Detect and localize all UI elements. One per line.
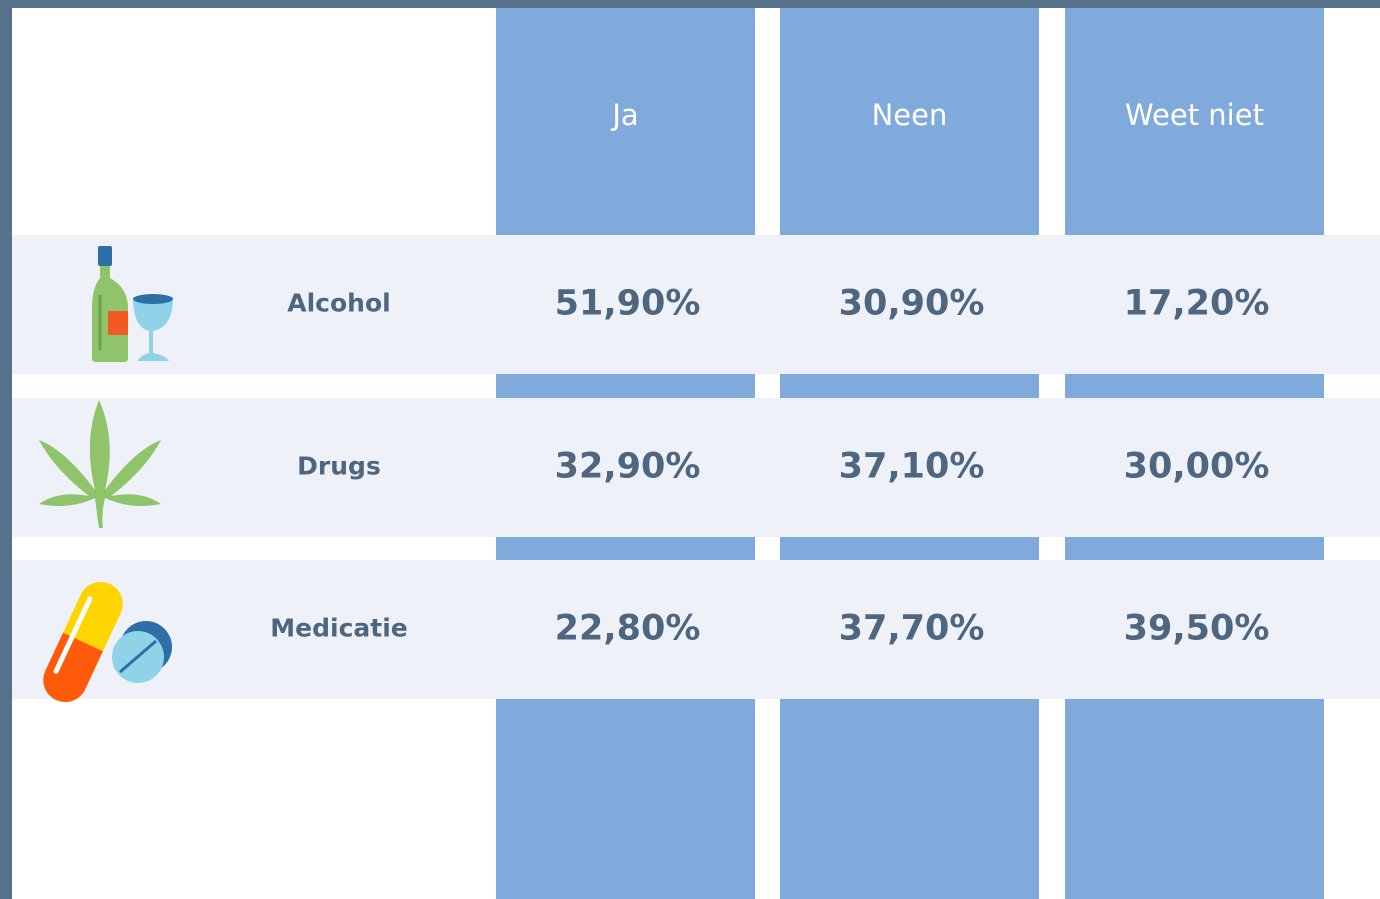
row-band: [12, 560, 1380, 699]
cell-value: 51,90%: [555, 284, 701, 324]
cell-value: 22,80%: [555, 609, 701, 649]
cell-value: 32,90%: [555, 447, 701, 487]
cell-value: 39,50%: [1124, 609, 1270, 649]
row-band: [12, 398, 1380, 537]
cell-value: 30,90%: [839, 284, 985, 324]
cell-value: 37,70%: [839, 609, 985, 649]
column-header: Weet niet: [1125, 98, 1264, 132]
column-header: Ja: [610, 98, 638, 132]
cell-value: 30,00%: [1124, 447, 1270, 487]
row-label: Alcohol: [287, 289, 390, 318]
medication-icon: [43, 582, 172, 702]
drugs-icon: [39, 400, 161, 528]
cell-value: 37,10%: [839, 447, 985, 487]
column-header: Neen: [872, 98, 948, 132]
row-band: [12, 235, 1380, 374]
row-label: Medicatie: [270, 614, 407, 643]
cell-value: 17,20%: [1124, 284, 1270, 324]
row-label: Drugs: [297, 452, 381, 481]
alcohol-icon: [92, 246, 173, 362]
